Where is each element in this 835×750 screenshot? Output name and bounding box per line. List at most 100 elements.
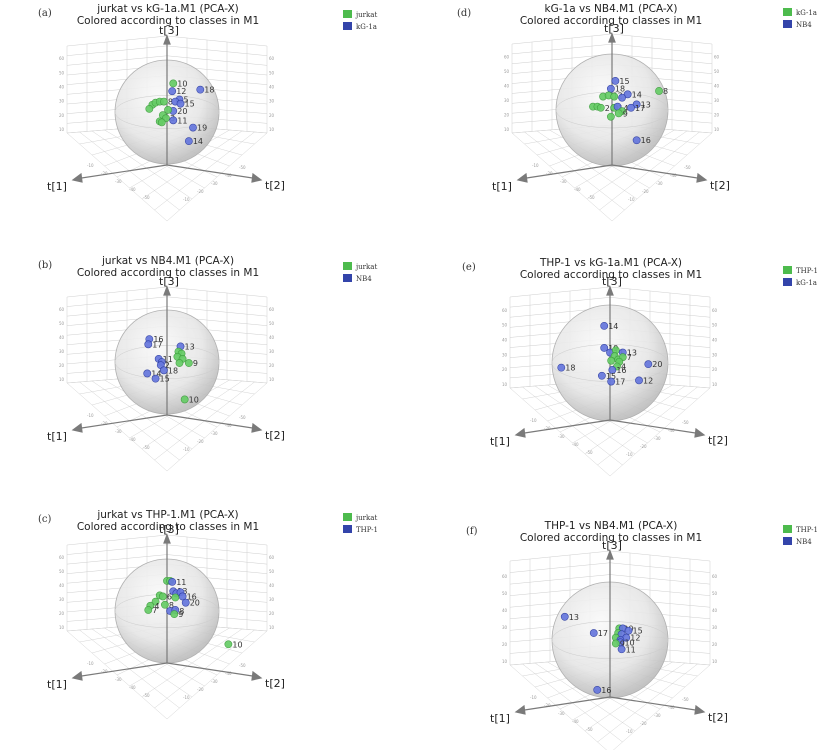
tick-label: -50 (586, 450, 593, 455)
tick-label: 10 (504, 127, 510, 132)
chart-subtitle: Colored according to classes in M1 (77, 521, 259, 533)
chart-subtitle: Colored according to classes in M1 (520, 532, 702, 544)
tick-label: 60 (59, 56, 65, 61)
axis-t1-arrow (71, 422, 83, 433)
data-point (181, 598, 190, 607)
axis-t2-arrow (251, 172, 263, 183)
point-label: 17 (615, 378, 625, 387)
point-label: 11 (626, 645, 636, 654)
floor-line (141, 130, 243, 200)
tick-label: -10 (626, 452, 633, 457)
axis-t1-arrow (514, 704, 526, 715)
grid-line (66, 544, 168, 555)
data-points: 1012188515203111914 (145, 79, 214, 146)
legend: jurkat kG-1a (343, 10, 377, 31)
tick-label: -10 (532, 163, 539, 168)
axis-label-t2: t[2] (708, 711, 728, 724)
axis-label-t1: t[1] (490, 712, 510, 725)
axis-t1 (74, 164, 168, 180)
point-label: 7 (152, 606, 157, 615)
axis-t3-arrow (163, 533, 171, 544)
tick-label: -40 (225, 173, 232, 178)
tick-label: -40 (129, 187, 136, 192)
legend-label: NB4 (796, 538, 812, 546)
point-label: 11 (177, 116, 187, 125)
point-label: 18 (565, 364, 575, 373)
legend-swatch (343, 10, 352, 18)
point-label: 14 (632, 90, 642, 99)
grid-line (166, 45, 268, 56)
tick-label: 30 (712, 625, 718, 630)
point-label: 13 (627, 349, 637, 358)
point-label: 16 (601, 686, 611, 695)
tick-label: 40 (504, 84, 510, 89)
panel-label: (c) (38, 514, 52, 525)
point-label: 17 (152, 340, 162, 349)
data-point (184, 359, 193, 367)
tick-label: 30 (59, 99, 65, 104)
pca-panel-f: 10 10 20 20 30 30 40 40 50 50 60 60 -10 -10 -20 -20 -30 -… (466, 520, 818, 750)
tick-label: -50 (143, 693, 150, 698)
axis-label-t1: t[1] (47, 180, 67, 193)
data-point (593, 685, 602, 694)
point-label: 19 (197, 124, 207, 133)
tick-label: 40 (59, 85, 65, 90)
tick-labels: 10 10 20 20 30 30 40 40 50 50 60 60 -10 -10 -20 -20 -30 -… (502, 574, 718, 734)
tick-label: -10 (628, 197, 635, 202)
tick-label: -20 (101, 669, 108, 674)
data-point (623, 90, 632, 99)
axis-label-t3: t[3] (159, 24, 179, 37)
data-point (180, 395, 189, 404)
legend-swatch (343, 262, 352, 270)
tick-label: -20 (544, 703, 551, 708)
axis-label-t1: t[1] (47, 430, 67, 443)
axis-label-t2: t[2] (710, 179, 730, 192)
legend-label: THP-1 (356, 526, 378, 534)
axis-t2-arrow (694, 427, 706, 438)
tick-label: -50 (239, 415, 246, 420)
point-label: 9 (178, 610, 183, 619)
tick-label: 40 (269, 335, 275, 340)
point-label: 2 (165, 361, 170, 370)
data-point (169, 79, 178, 88)
point-label: 9 (193, 359, 198, 368)
data-points: 13172015121091116 (560, 613, 643, 695)
tick-label: 60 (269, 307, 275, 312)
data-point (596, 103, 605, 112)
data-point (144, 606, 153, 614)
data-point (171, 593, 180, 602)
tick-label: 40 (59, 335, 65, 340)
data-point (607, 377, 616, 386)
point-label: 20 (177, 107, 187, 116)
data-point (632, 136, 641, 145)
tick-label: 10 (714, 127, 720, 132)
chart-title: THP-1 vs NB4.M1 (PCA-X) (544, 520, 678, 532)
data-points: 11131620684718910 (144, 576, 243, 649)
axis-label-t2: t[2] (265, 179, 285, 192)
point-label: 16 (187, 592, 197, 601)
legend-swatch (783, 537, 792, 545)
point-label: 13 (185, 342, 195, 351)
tick-label: -40 (670, 173, 677, 178)
legend-label: jurkat (355, 11, 377, 19)
floor-line (584, 385, 686, 455)
axis-t2-arrow (251, 670, 263, 681)
axis-t3-arrow (606, 285, 614, 296)
tick-label: -10 (530, 418, 537, 423)
axis-t1 (74, 662, 168, 678)
tick-label: -50 (682, 697, 689, 702)
tick-label: 30 (502, 625, 508, 630)
tick-label: 10 (502, 659, 508, 664)
point-label: 18 (204, 86, 214, 95)
point-label: 16 (616, 366, 626, 375)
legend-swatch (783, 278, 792, 286)
tick-label: -50 (684, 165, 691, 170)
legend-swatch (783, 8, 792, 16)
axis-t2 (166, 414, 260, 430)
point-label: 8 (168, 98, 173, 107)
legend: THP-1 kG-1a (783, 266, 818, 287)
tick-label: -10 (183, 197, 190, 202)
point-label: 18 (174, 607, 184, 616)
tick-label: -30 (654, 436, 661, 441)
grid-line (166, 306, 268, 317)
